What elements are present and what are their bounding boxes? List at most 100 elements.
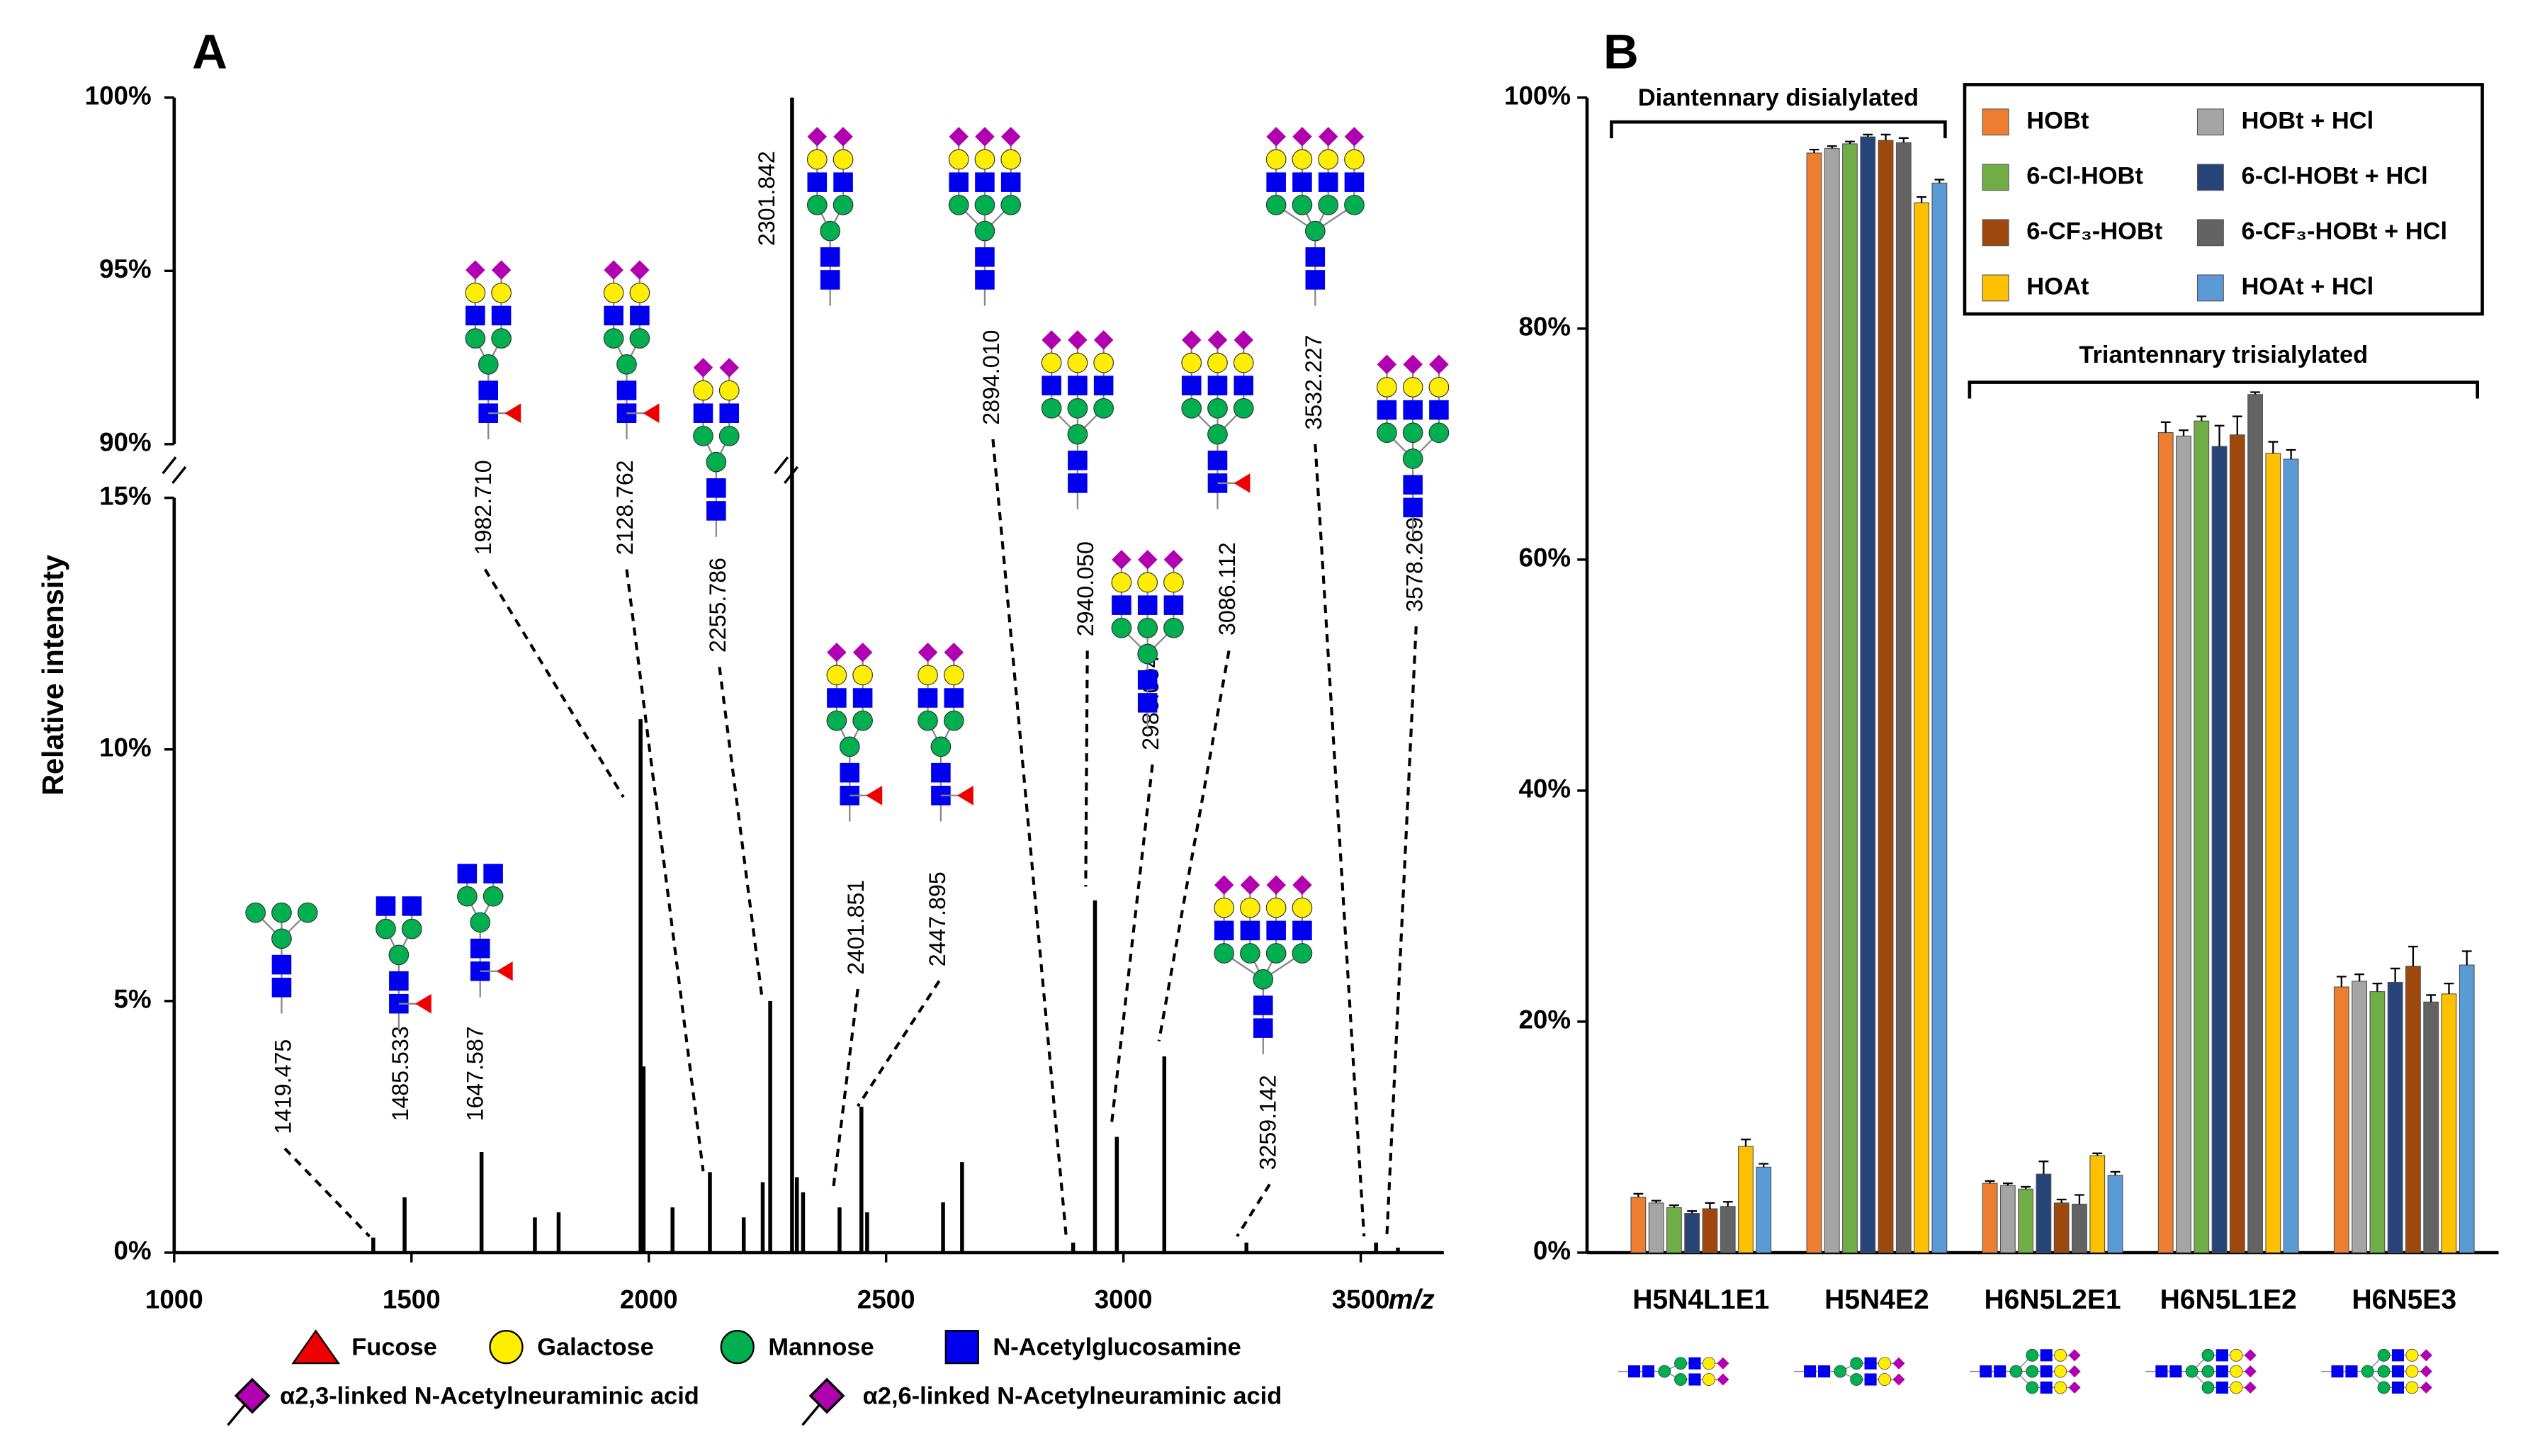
hexose [718,380,740,401]
bar [2211,446,2228,1253]
glcnac [1642,1365,1655,1378]
error-bar [2110,1170,2121,1175]
glcnac [389,971,409,991]
axis-break [162,456,187,485]
error-bar [2196,415,2207,422]
glycan [245,902,318,1014]
glcnac [1253,1018,1273,1038]
hexose [1240,897,1260,918]
hexose [1240,943,1260,964]
glcnac [693,403,713,423]
error-bar [2286,448,2296,460]
hexose [2054,1348,2067,1362]
leader [1314,444,1366,1237]
error-bar [2444,982,2454,994]
leader [718,667,764,996]
bar [2369,991,2386,1253]
y-tick-label: 20% [1518,1005,1571,1034]
error-bar [1985,1180,1995,1184]
glcnac [719,403,740,423]
legend-label: 6-CF₃-HOBt + HCl [2242,218,2448,244]
hexose [1428,422,1450,444]
hexose [1344,194,1365,215]
bar [1684,1212,1700,1253]
glcnac [1137,693,1158,713]
hexose [852,665,873,686]
bar [2405,966,2421,1253]
hexose [806,149,828,170]
hexose [1658,1365,1671,1378]
x-tick-label: 1500 [383,1285,441,1314]
y-tick-label: 0% [114,1236,152,1265]
hexose [974,194,995,215]
hexose [1292,149,1313,170]
glcnac [706,478,726,498]
sialic [1377,354,1397,375]
sialic [2420,1349,2432,1362]
leader [991,439,1068,1237]
error-bar [2160,421,2171,433]
error-bar [2092,1152,2103,1156]
hexose [1093,397,1114,419]
sialic [2244,1381,2257,1394]
hexose [388,944,410,966]
legend-swatch [1982,274,2009,302]
fucose [866,786,883,806]
sialic [1137,550,1158,570]
hexose [1878,1357,1891,1370]
hexose [1041,352,1062,373]
hexose [1318,194,1339,215]
legend-label: 6-Cl-HOBt + HCl [2242,162,2428,189]
sialic [491,260,512,280]
bar [1824,147,1840,1253]
error-bar [1722,1201,1733,1207]
hexose [1233,352,1254,373]
error-bar [2390,967,2400,983]
bar [1842,143,1858,1253]
sialic [944,642,964,662]
y-tick-label: 15% [99,481,152,510]
glcnac [1688,1357,1701,1370]
sialic [975,127,995,147]
glcnac [630,305,650,326]
hexose [1181,397,1202,419]
hexose [1402,377,1423,397]
error-bar [1651,1200,1661,1203]
bar [1931,182,1948,1253]
error-bar [2038,1161,2049,1175]
bar [1914,202,1930,1253]
error-bar [1880,133,1891,141]
glcnac [478,380,499,400]
glcnac [604,305,623,326]
peak-label: 3259.142 [1255,1075,1280,1170]
glcnac [975,247,995,267]
error-bar [2214,424,2225,447]
hexose [1181,352,1202,373]
glcnac [1214,920,1234,941]
hexose [2230,1365,2243,1378]
leader [832,988,859,1188]
hexose [1265,194,1287,215]
hexose [2405,1365,2419,1378]
fucose [496,961,513,981]
hexose [806,194,828,215]
hexose [943,665,964,686]
hexose [616,354,637,375]
glcnac [1042,376,1061,395]
glcnac [2391,1381,2405,1394]
hexose [2230,1381,2243,1394]
leader [857,980,941,1107]
peak-label: 2940.050 [1073,541,1098,636]
symbol-legend-label: α2,6-linked N-Acetylneuraminic acid [863,1382,1282,1409]
hexose [629,282,650,303]
bar [2441,993,2457,1253]
hexose [1067,352,1088,373]
error-bar [1669,1204,1679,1208]
glcnac [2169,1365,2182,1378]
glcnac [1403,400,1423,420]
hexose [297,902,318,923]
y-tick-label: 90% [99,428,152,457]
glcnac [271,977,292,998]
error-bar [2250,391,2260,395]
leader [283,1147,371,1238]
